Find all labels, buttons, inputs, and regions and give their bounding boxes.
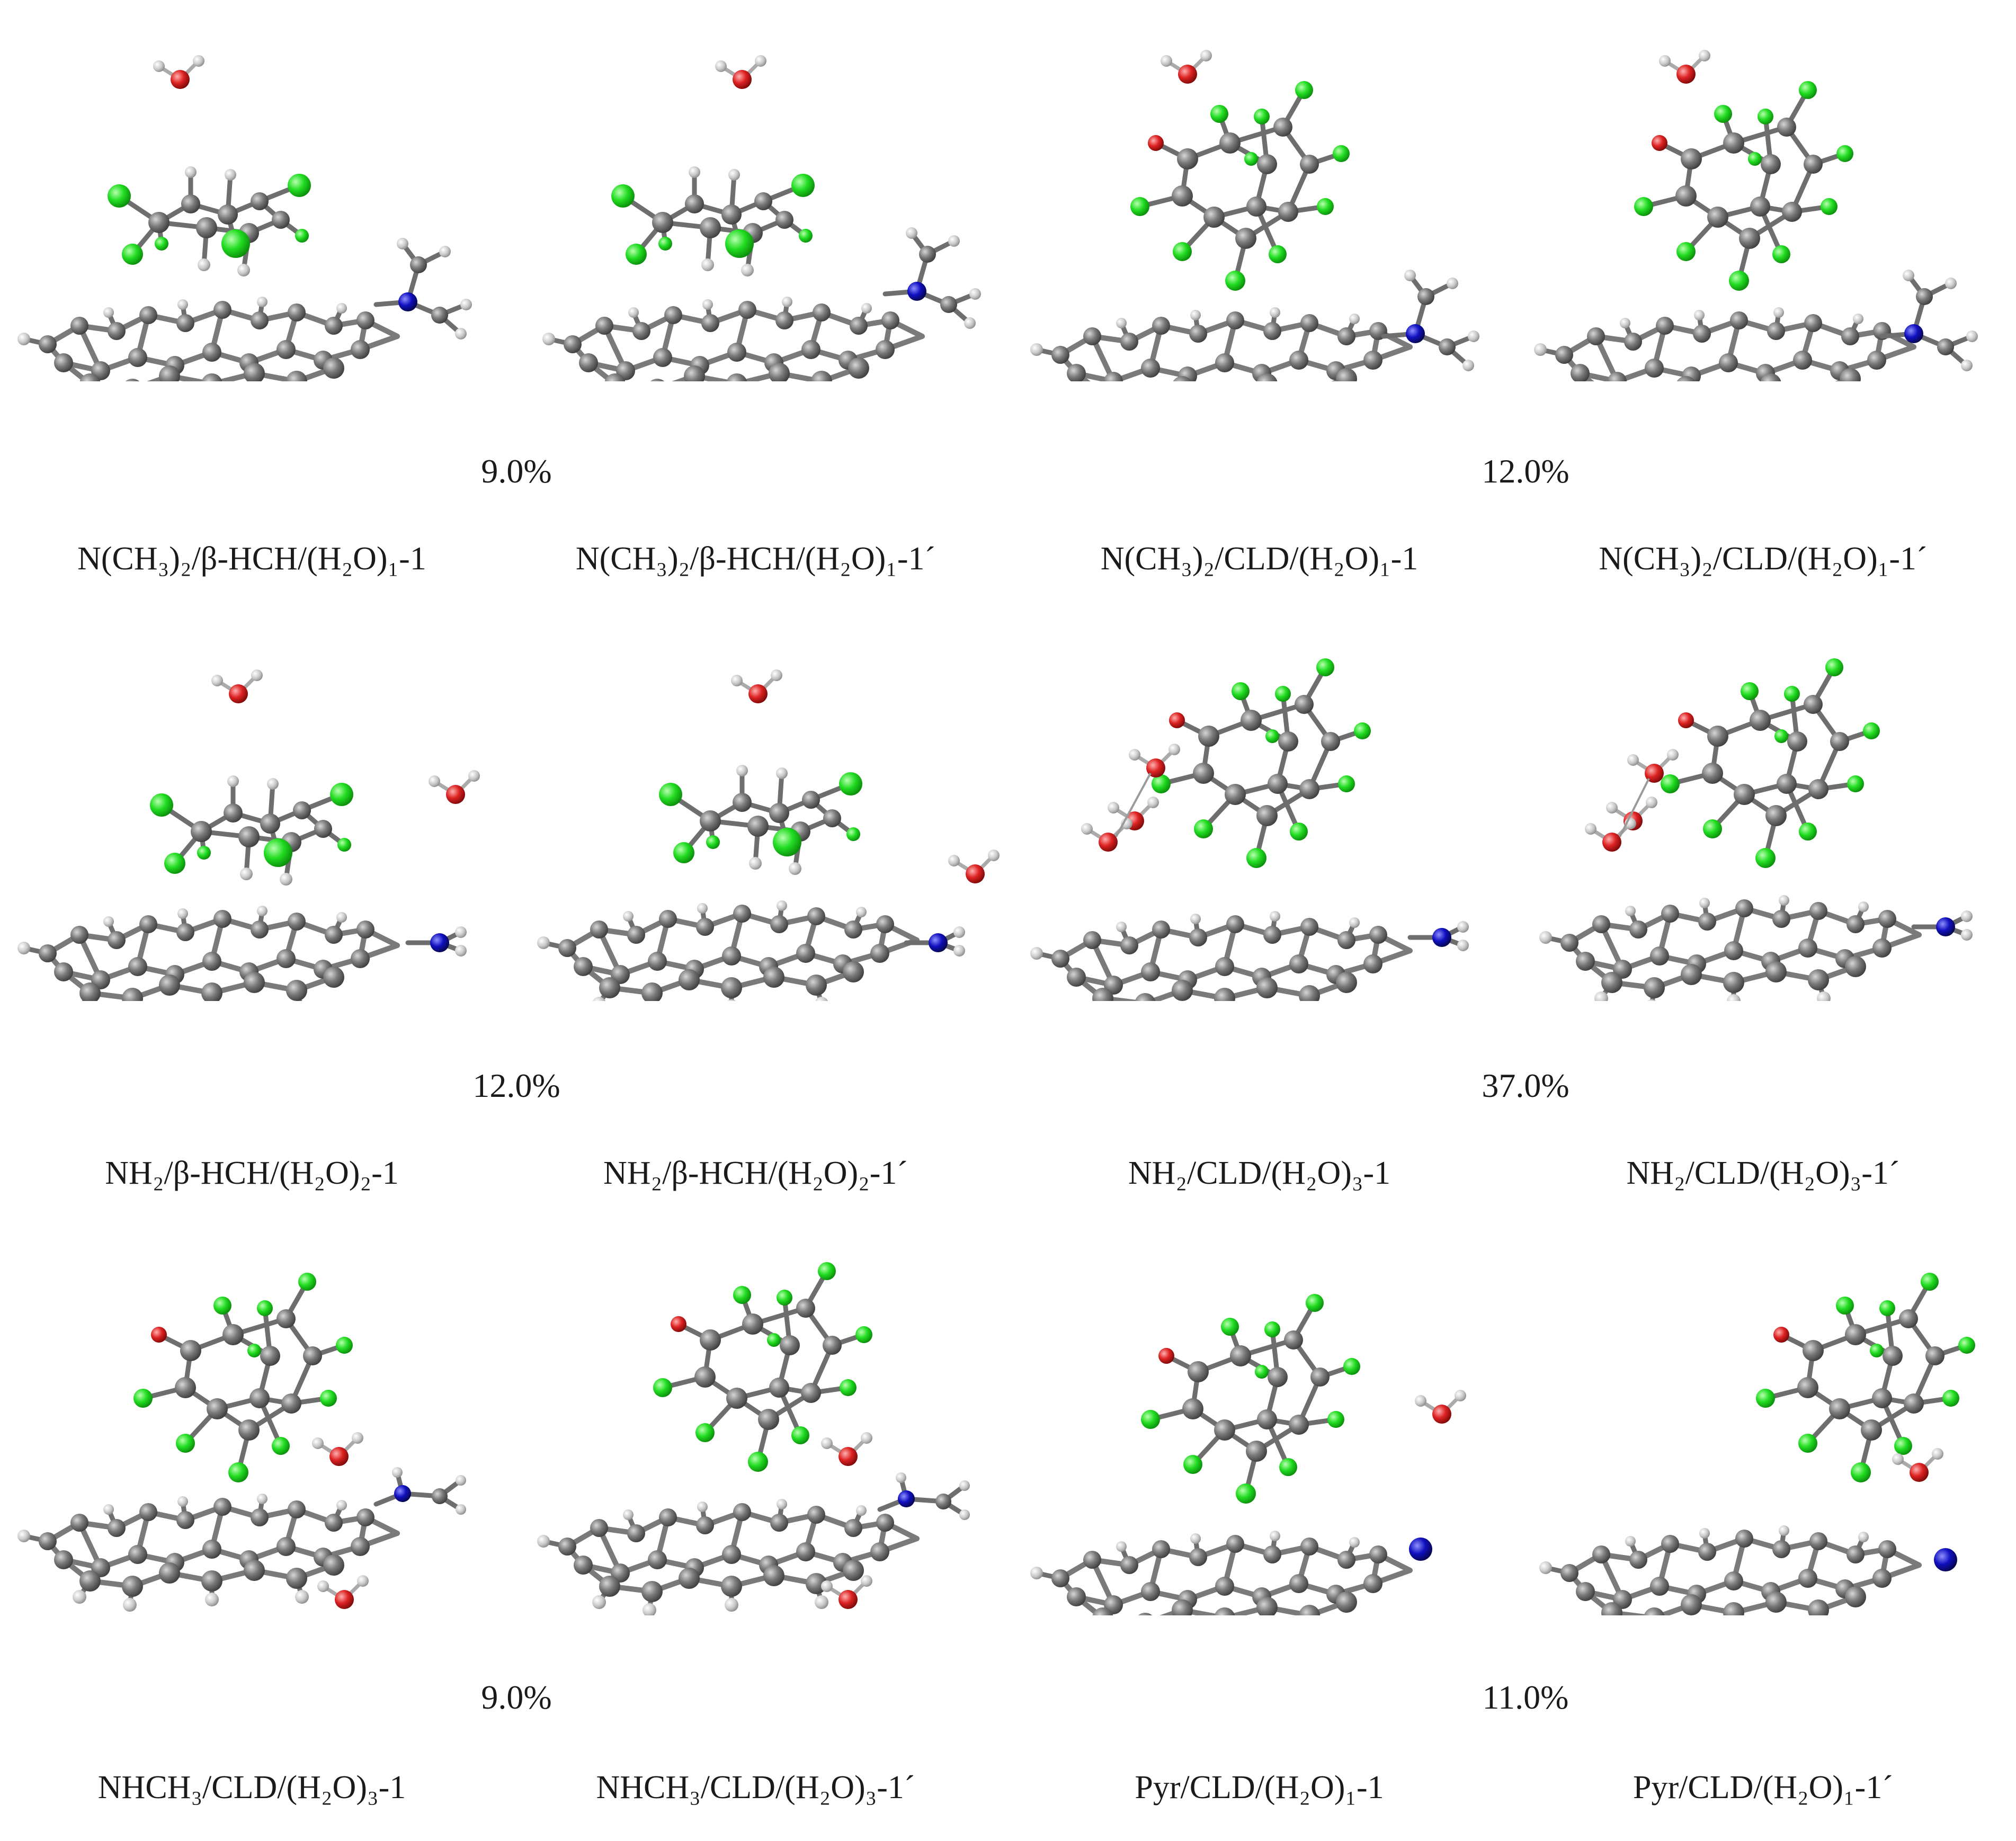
molecule-drawing [504,1250,1007,1615]
molecule-drawing [0,636,504,1001]
structure-caption: N(CH₃)₂/β-HCH/(H₂O)₁-1´ [575,541,936,577]
percentage-label: 11.0% [1482,1678,1569,1716]
molecule-drawing [1511,16,2015,381]
percentage-label: 37.0% [1482,1067,1569,1104]
molecule-drawing [1007,636,1511,1001]
structure-panel [1007,1250,1511,1615]
structure-panel [1511,1250,2015,1615]
structure-caption: NH₂/β-HCH/(H₂O)₂-1 [105,1155,399,1191]
structure-panel [0,636,504,1001]
molecule-drawing [0,16,504,381]
structure-caption: N(CH₃)₂/β-HCH/(H₂O)₁-1 [77,541,426,577]
percentage-label: 9.0% [481,1678,552,1716]
structure-caption: N(CH₃)₂/CLD/(H₂O)₁-1´ [1599,541,1928,577]
molecule-drawing [1511,1250,2015,1615]
structure-caption: NH₂/CLD/(H₂O)₃-1 [1128,1155,1391,1191]
molecule-drawing [1007,1250,1511,1615]
structure-panel [1007,636,1511,1001]
structure-panel [1511,16,2015,381]
structure-panel [504,1250,1007,1615]
molecule-drawing [1511,636,2015,1001]
structure-panel [504,636,1007,1001]
percentage-label: 12.0% [1482,452,1569,490]
structure-caption: NHCH₃/CLD/(H₂O)₃-1´ [596,1769,915,1806]
structure-caption: Pyr/CLD/(H₂O)₁-1 [1135,1769,1384,1806]
structure-caption: Pyr/CLD/(H₂O)₁-1´ [1633,1769,1893,1806]
structure-panel [0,1250,504,1615]
structure-caption: NH₂/β-HCH/(H₂O)₂-1´ [603,1155,908,1191]
molecule-drawing [0,1250,504,1615]
structure-panel [504,16,1007,381]
structure-panel [1511,636,2015,1001]
molecule-drawing [504,16,1007,381]
structure-caption: NH₂/CLD/(H₂O)₃-1´ [1626,1155,1900,1191]
percentage-label: 12.0% [472,1067,560,1104]
structure-caption: N(CH₃)₂/CLD/(H₂O)₁-1 [1100,541,1419,577]
structure-panel [1007,16,1511,381]
percentage-label: 9.0% [481,452,552,490]
structure-panel [0,16,504,381]
molecule-drawing [1007,16,1511,381]
molecule-drawing [504,636,1007,1001]
structure-caption: NHCH₃/CLD/(H₂O)₃-1 [97,1769,406,1806]
